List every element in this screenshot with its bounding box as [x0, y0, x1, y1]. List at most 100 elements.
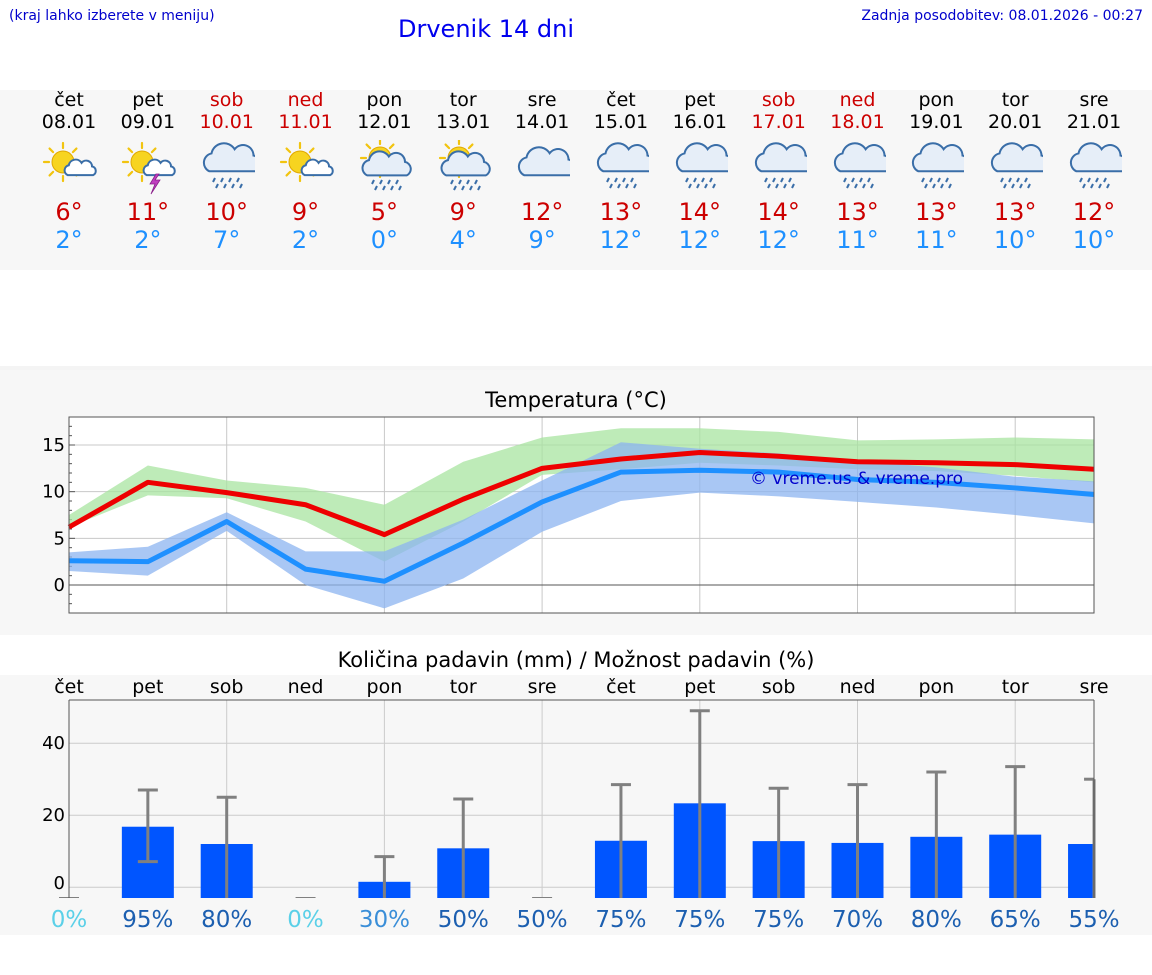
cloud-rain-icon [675, 142, 728, 189]
y-tick-label: 0 [54, 873, 65, 894]
precipitation-chance: 80% [201, 907, 252, 933]
day-date: 11.01 [278, 111, 333, 133]
precipitation-chance: 80% [911, 907, 962, 933]
min-temperature: 12° [678, 226, 722, 254]
day-date: 12.01 [357, 111, 412, 133]
max-temperature-line [67, 449, 1095, 538]
min-temperature: 9° [528, 226, 556, 254]
precipitation-chance: 95% [122, 907, 173, 933]
day-name: ned [287, 89, 324, 111]
day-name: ned [839, 89, 876, 111]
max-temperature: 14° [678, 198, 722, 226]
day-name: sob [209, 89, 244, 111]
min-temperature: 11° [915, 226, 958, 254]
sun-cloud-thunder-icon [121, 141, 176, 195]
precipitation-chance: 70% [832, 907, 883, 933]
precipitation-chance: 30% [359, 907, 410, 933]
day-name: sre [1079, 89, 1109, 111]
temperature-chart-title: Temperatura (°C) [485, 388, 667, 412]
y-tick-label: 10 [42, 482, 65, 503]
y-tick-label: 20 [42, 805, 65, 826]
max-temperature: 14° [757, 198, 800, 226]
day-name: pet [132, 89, 164, 111]
day-date: 20.01 [987, 111, 1043, 133]
max-temperature: 9° [291, 198, 320, 226]
location-hint: (kraj lahko izberete v meniju) [9, 8, 215, 24]
day-date: 19.01 [909, 111, 964, 133]
category-label: tor [1002, 676, 1029, 698]
last-update: Zadnja posodobitev: 08.01.2026 - 00:27 [861, 8, 1143, 24]
day-date: 17.01 [751, 111, 806, 133]
category-label: sob [762, 676, 796, 698]
day-name: tor [1001, 89, 1029, 111]
day-date: 10.01 [199, 111, 254, 133]
min-temperature: 10° [1072, 226, 1116, 254]
precipitation-chart-title: Količina padavin (mm) / Možnost padavin … [337, 648, 815, 672]
min-temperature: 7° [213, 226, 241, 254]
max-temperature: 12° [520, 198, 564, 226]
plot-border [68, 416, 1095, 614]
precipitation-chance: 55% [1068, 907, 1119, 933]
day-date: 21.01 [1066, 111, 1122, 133]
max-temperature: 13° [915, 198, 958, 226]
temperature-chart: 0 5 10 15 © vreme.us & vreme.pro [42, 416, 1095, 614]
category-label: pon [367, 676, 403, 698]
min-temperature: 2° [55, 226, 83, 254]
cloud-rain-icon [202, 142, 255, 189]
day-date: 14.01 [514, 111, 570, 133]
day-date: 16.01 [672, 111, 727, 133]
day-name: sob [761, 89, 796, 111]
category-label: ned [840, 676, 876, 698]
sun-cloud-icon [279, 141, 334, 183]
precipitation-chance: 75% [595, 907, 646, 933]
min-temperature: 2° [134, 226, 162, 254]
day-date: 13.01 [436, 111, 491, 133]
day-name: čet [54, 89, 84, 111]
precipitation-bar [1068, 844, 1094, 898]
precipitation-chance: 75% [674, 907, 725, 933]
category-label: sob [210, 676, 244, 698]
min-temperature: 12° [757, 226, 800, 254]
precipitation-chart: čet pet sob ned pon tor sre čet pet sob ned pon tor s… [42, 676, 1120, 933]
y-tick-label: 5 [54, 528, 65, 549]
category-label: pon [918, 676, 954, 698]
cloud-icon [518, 146, 571, 177]
cloud-rain-icon [596, 142, 649, 189]
day-date: 08.01 [41, 111, 97, 133]
category-label: pet [684, 676, 715, 698]
cloud-rain-icon [912, 142, 965, 189]
precipitation-chance: 65% [990, 907, 1041, 933]
category-label: čet [54, 676, 84, 698]
min-temperature-line [68, 467, 1095, 584]
category-label: sre [1080, 676, 1109, 698]
day-name: sre [527, 89, 557, 111]
precipitation-chance: 50% [438, 907, 489, 933]
max-temperature: 13° [993, 198, 1037, 226]
sun-cloud-rain-icon [360, 140, 413, 191]
y-tick-label: 40 [42, 733, 65, 754]
day-name: tor [449, 89, 477, 111]
sun-cloud-icon [42, 141, 97, 183]
cloud-rain-icon [991, 142, 1044, 189]
forecast-strip: čet 08.01 6° 2° pet 09.01 11° 2° sob 10.01… [0, 90, 1152, 270]
watermark: © vreme.us & vreme.pro [750, 469, 963, 489]
precipitation-chance: 0% [51, 907, 88, 933]
page-title: Drvenik 14 dni [398, 15, 575, 43]
category-label: pet [132, 676, 163, 698]
min-temperature: 0° [370, 226, 399, 254]
precipitation-chance: 50% [517, 907, 568, 933]
divider [0, 366, 1152, 370]
min-temperature: 12° [599, 226, 643, 254]
category-label: sre [528, 676, 557, 698]
max-temperature: 10° [205, 198, 248, 226]
day-name: pon [366, 89, 403, 111]
max-temperature: 5° [370, 198, 399, 226]
max-temperature: 11° [126, 198, 170, 226]
sun-cloud-rain-icon [439, 140, 491, 191]
cloud-rain-icon [833, 142, 886, 189]
day-name: čet [606, 89, 636, 111]
day-date: 15.01 [593, 111, 649, 133]
max-temperature: 13° [836, 198, 879, 226]
min-temperature: 10° [993, 226, 1037, 254]
max-temperature: 12° [1072, 198, 1116, 226]
